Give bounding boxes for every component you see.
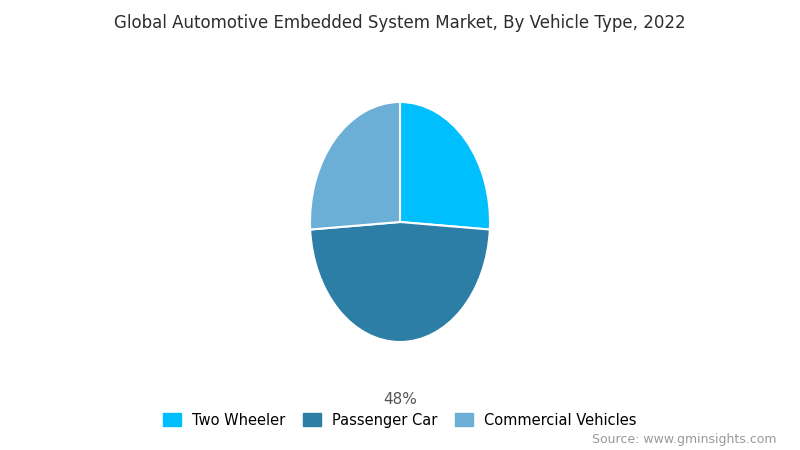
Text: Global Automotive Embedded System Market, By Vehicle Type, 2022: Global Automotive Embedded System Market… — [114, 14, 686, 32]
Wedge shape — [400, 102, 490, 230]
Text: 48%: 48% — [383, 392, 417, 407]
Text: Source: www.gminsights.com: Source: www.gminsights.com — [591, 432, 776, 446]
Wedge shape — [310, 102, 400, 230]
Legend: Two Wheeler, Passenger Car, Commercial Vehicles: Two Wheeler, Passenger Car, Commercial V… — [158, 407, 642, 434]
Wedge shape — [310, 222, 490, 342]
